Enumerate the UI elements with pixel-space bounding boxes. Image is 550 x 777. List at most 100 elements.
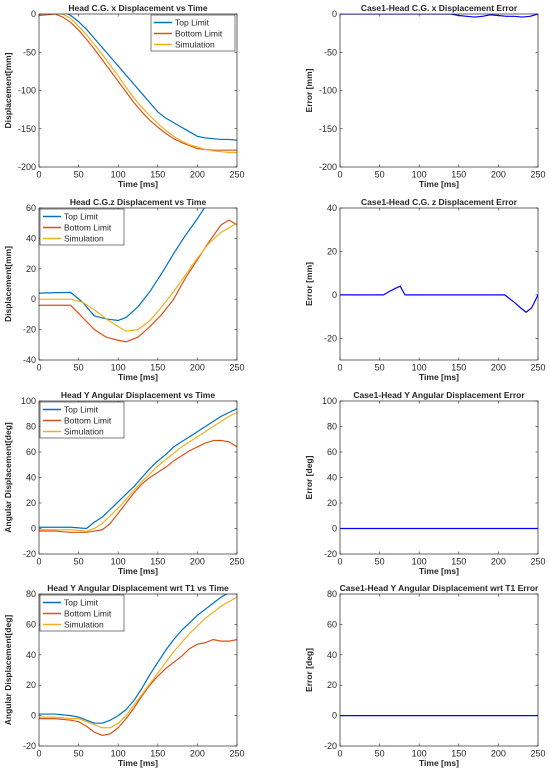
y-tick-label: 80 <box>26 422 36 432</box>
legend-entry: Top Limit <box>175 18 210 28</box>
x-tick-label: 150 <box>451 363 466 373</box>
y-tick-label: 0 <box>332 290 337 300</box>
x-tick-label: 250 <box>229 170 244 180</box>
series-line-top-limit <box>39 208 206 322</box>
x-tick-label: 0 <box>36 749 41 759</box>
x-axis-label: Time [ms] <box>419 372 459 382</box>
x-tick-label: 100 <box>412 749 427 759</box>
series-group <box>340 14 538 18</box>
x-axis-label: Time [ms] <box>419 179 459 189</box>
y-tick-label: 40 <box>327 650 337 660</box>
y-tick-label: -20 <box>324 549 337 559</box>
plot-area <box>340 208 538 360</box>
series-line-error <box>340 14 538 18</box>
series-line-top-limit <box>39 408 237 530</box>
y-tick-label: -150 <box>319 124 337 134</box>
y-tick-label: 20 <box>26 264 36 274</box>
axes-box <box>339 13 539 168</box>
x-tick-label: 200 <box>190 170 205 180</box>
x-axis-label: Time [ms] <box>118 758 158 768</box>
chart-panel-1: 0 50 100 150 200 250 -200 -150 -100 -50 0 Head C.G.… <box>3 3 245 189</box>
y-tick-label: -20 <box>23 741 36 751</box>
axes-box <box>339 400 539 555</box>
y-axis-label: Displacement[mm] <box>3 246 13 322</box>
legend-entry: Simulation <box>175 40 215 50</box>
y-tick-label: 80 <box>327 422 337 432</box>
chart-title: Case1-Head C.G. x Displacement Error <box>361 3 518 13</box>
chart-title: Head Y Angular Displacement wrt T1 vs Ti… <box>47 583 229 593</box>
x-tick-label: 250 <box>530 363 545 373</box>
y-tick-label: 20 <box>26 680 36 690</box>
x-tick-label: 150 <box>150 363 165 373</box>
chart-panel-6: 0 50 100 150 200 250-20020406080100Case1-Head… <box>304 390 546 576</box>
legend-entry: Top Limit <box>64 598 99 608</box>
y-tick-label: 60 <box>327 447 337 457</box>
x-tick-label: 100 <box>412 363 427 373</box>
x-tick-label: 100 <box>412 170 427 180</box>
y-tick-label: 20 <box>327 498 337 508</box>
chart-title: Case1-Head C.G. z Displacement Error <box>361 197 518 207</box>
axes-box <box>38 593 238 747</box>
x-tick-label: 250 <box>229 557 244 567</box>
x-tick-label: 250 <box>530 749 545 759</box>
x-axis-label: Time [ms] <box>118 179 158 189</box>
x-tick-label: 200 <box>491 170 506 180</box>
x-tick-label: 0 <box>337 749 342 759</box>
x-tick-label: 50 <box>375 749 385 759</box>
x-tick-label: 50 <box>74 557 84 567</box>
legend-entry: Simulation <box>64 427 104 437</box>
series-group <box>340 285 538 313</box>
x-tick-label: 200 <box>491 363 506 373</box>
x-tick-label: 50 <box>375 557 385 567</box>
x-tick-label: 250 <box>530 170 545 180</box>
x-tick-label: 150 <box>150 170 165 180</box>
series-group <box>39 14 237 154</box>
x-tick-label: 0 <box>36 363 41 373</box>
x-tick-label: 250 <box>229 363 244 373</box>
y-tick-label: 60 <box>26 447 36 457</box>
x-tick-label: 0 <box>36 170 41 180</box>
x-axis-label: Time [ms] <box>118 566 158 576</box>
chart-title: Head Y Angular Displacement vs Time <box>61 390 215 400</box>
x-tick-label: 100 <box>111 170 126 180</box>
x-tick-label: 0 <box>337 557 342 567</box>
y-tick-label: 20 <box>327 680 337 690</box>
chart-panel-2: 0 50 100 150 200 250 -200 -150 -100 -50 0 Case1-Hea… <box>304 3 546 189</box>
legend-entry: Bottom Limit <box>64 223 112 233</box>
axes-box <box>339 593 539 747</box>
y-tick-label: -20 <box>23 549 36 559</box>
legend-entry: Bottom Limit <box>175 29 223 39</box>
y-tick-label: 80 <box>327 589 337 599</box>
y-tick-label: -20 <box>23 325 36 335</box>
legend-entry: Top Limit <box>64 212 99 222</box>
x-tick-label: 50 <box>74 363 84 373</box>
x-tick-label: 200 <box>491 557 506 567</box>
series-group <box>39 208 237 343</box>
series-line-error <box>340 285 538 313</box>
series-line-bottom-limit <box>39 638 237 736</box>
y-tick-label: -20 <box>324 741 337 751</box>
y-tick-label: 20 <box>26 498 36 508</box>
x-tick-label: 100 <box>111 363 126 373</box>
series-line-simulation <box>39 411 237 532</box>
plot-area <box>340 14 538 167</box>
x-tick-label: 100 <box>111 557 126 567</box>
y-tick-label: 0 <box>332 711 337 721</box>
x-tick-label: 250 <box>229 749 244 759</box>
series-line-simulation <box>60 14 237 154</box>
y-tick-label: 40 <box>26 233 36 243</box>
y-axis-label: Error [deg] <box>304 455 314 499</box>
x-tick-label: 50 <box>74 749 84 759</box>
y-axis-label: Angular Displacement[deg] <box>3 615 13 726</box>
y-tick-label: -50 <box>23 47 36 57</box>
x-tick-label: 0 <box>337 363 342 373</box>
y-tick-label: 0 <box>31 9 36 19</box>
legend-entry: Bottom Limit <box>64 609 112 619</box>
y-tick-label: 80 <box>26 589 36 599</box>
series-line-simulation <box>39 596 237 729</box>
x-tick-label: 50 <box>375 363 385 373</box>
